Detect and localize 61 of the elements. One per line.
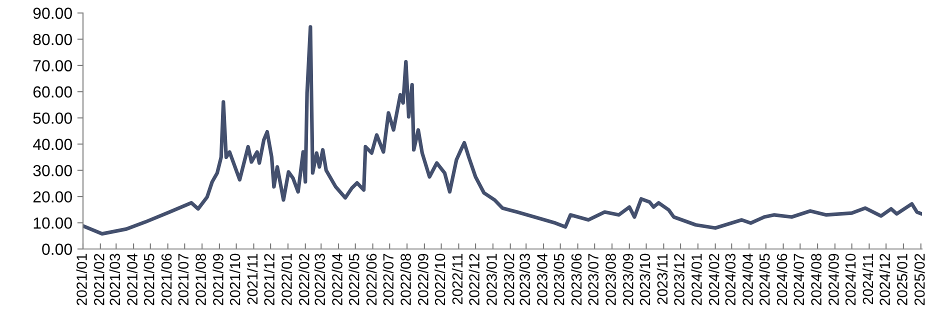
x-tick-label: 2021/01: [76, 254, 87, 306]
y-tick-label: 80.00: [33, 34, 72, 46]
x-tick-label: 2021/06: [161, 254, 172, 306]
x-tick-label: 2023/02: [504, 254, 514, 306]
y-tick-label: 0.00: [42, 244, 72, 255]
y-tick-label: 30.00: [33, 164, 72, 176]
x-tick-label: 2023/05: [554, 254, 564, 306]
y-tick-label: 10.00: [34, 217, 72, 229]
x-tick-label: 2023/07: [588, 254, 599, 306]
x-tick-label: 2023/08: [605, 254, 616, 306]
x-tick-label: 2024/05: [759, 254, 770, 306]
x-tick-label: 2022/08: [400, 254, 411, 306]
x-tick-label: 2021/03: [109, 254, 120, 306]
x-tick-label: 2024/10: [845, 254, 856, 306]
x-tick-label: 2022/02: [298, 254, 310, 306]
x-tick-label: 2022/11: [452, 254, 463, 304]
x-tick-label: 2024/02: [708, 254, 720, 306]
x-tick-label: 2021/07: [178, 254, 189, 306]
x-tick-label: 2024/08: [810, 254, 822, 306]
x-tick-label: 2021/12: [264, 254, 274, 306]
x-tick-label: 2023/09: [622, 254, 634, 306]
x-tick-label: 2023/06: [570, 254, 582, 306]
y-tick-label: 20.00: [33, 191, 72, 202]
y-tick-label: 60.00: [33, 86, 72, 98]
y-tick-label: 40.00: [32, 138, 72, 150]
x-tick-label: 2021/10: [230, 254, 240, 306]
x-tick-label: 2025/01: [896, 254, 908, 306]
x-tick-label: 2022/10: [434, 254, 446, 306]
line-series: [83, 25, 922, 236]
x-tick-label: 2024/01: [691, 254, 702, 306]
y-tick-label: 50.00: [33, 112, 72, 124]
x-tick-label: 2022/12: [468, 254, 480, 306]
x-tick-label: 2022/01: [281, 254, 292, 306]
x-tick-label: 2024/09: [828, 254, 839, 306]
x-tick-label: 2024/11: [862, 254, 874, 304]
x-tick-label: 2022/09: [418, 254, 428, 306]
x-tick-label: 2025/02: [914, 254, 925, 306]
x-tick-label: 2024/06: [776, 254, 788, 306]
x-tick-label: 2021/11: [246, 254, 258, 304]
y-tick-label: 70.00: [33, 60, 72, 72]
x-tick-label: 2024/07: [793, 254, 804, 306]
x-tick-label: 2021/05: [144, 254, 154, 306]
x-tick-label: 2021/04: [126, 254, 138, 306]
x-tick-label: 2023/04: [536, 254, 548, 306]
x-tick-label: 2024/04: [742, 254, 753, 306]
x-tick-label: 2021/08: [195, 254, 206, 306]
x-tick-label: 2024/03: [724, 254, 736, 306]
x-tick-label: 2022/06: [366, 254, 377, 306]
x-tick-label: 2022/07: [382, 254, 394, 306]
x-tick-label: 2022/03: [314, 254, 326, 306]
x-tick-label: 2023/10: [639, 254, 650, 306]
x-tick-label: 2023/11: [656, 254, 668, 304]
x-tick-label: 2022/05: [348, 254, 360, 306]
y-tick-label: 90.00: [33, 8, 72, 19]
x-tick-label: 2022/04: [332, 254, 342, 306]
x-tick-label: 2021/09: [212, 254, 224, 306]
x-tick-label: 2021/02: [94, 254, 104, 306]
x-tick-label: 2023/01: [486, 254, 497, 306]
x-tick-label: 2023/03: [519, 254, 530, 306]
x-tick-label: 2024/12: [879, 254, 890, 306]
x-tick-label: 2023/12: [674, 254, 684, 306]
